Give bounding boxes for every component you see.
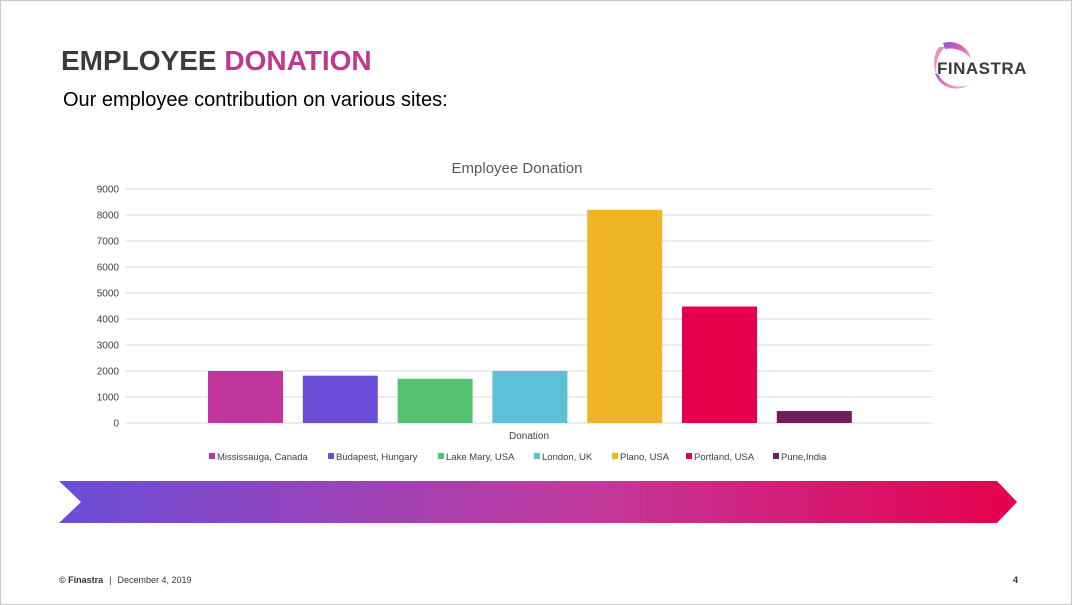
finastra-logo: FINASTRA	[925, 39, 1045, 95]
y-tick-label: 6000	[97, 263, 120, 274]
bar-london-uk	[492, 371, 568, 423]
bar-pune-india	[776, 411, 852, 423]
legend-item: Portland, USA	[686, 452, 755, 463]
donation-chart: Employee Donation 0 1000 2000 3000 4000 5000 6…	[97, 160, 933, 463]
logo-swoosh-icon	[934, 41, 971, 89]
bar-mississauga-canada	[208, 371, 283, 423]
legend-item: Pune,India	[773, 452, 827, 463]
bar-lake-mary-usa	[397, 378, 473, 423]
bar-portland-usa	[682, 306, 757, 423]
legend-label: Plano, USA	[620, 452, 670, 463]
legend-swatch	[328, 453, 334, 459]
legend-swatch	[612, 453, 618, 459]
legend-label: Budapest, Hungary	[336, 452, 418, 463]
slide-subtitle: Our employee contribution on various sit…	[63, 89, 448, 111]
chart-legend: Mississauga, Canada Budapest, Hungary Lake…	[209, 452, 827, 463]
y-tick-label: 1000	[97, 393, 120, 404]
legend-item: London, UK	[534, 452, 593, 463]
title-part-1: EMPLOYEE	[61, 45, 217, 76]
legend-item: Lake Mary, USA	[438, 452, 515, 463]
legend-label: London, UK	[542, 452, 593, 463]
legend-item: Budapest, Hungary	[328, 452, 418, 463]
footer-copyright: © Finastra	[59, 575, 104, 585]
y-tick-label: 0	[113, 419, 119, 430]
bar-plano-usa	[587, 209, 663, 423]
y-tick-label: 9000	[97, 185, 120, 196]
y-tick-label: 2000	[97, 367, 120, 378]
legend-swatch	[686, 453, 692, 459]
bar-budapest-hungary	[302, 375, 378, 423]
legend-swatch	[534, 453, 540, 459]
chart-bars	[208, 209, 852, 423]
legend-swatch	[773, 453, 779, 459]
gradient-arrow-banner	[59, 481, 1017, 523]
legend-label: Mississauga, Canada	[217, 452, 309, 463]
y-tick-label: 5000	[97, 289, 120, 300]
legend-item: Plano, USA	[612, 452, 670, 463]
y-tick-label: 7000	[97, 237, 120, 248]
legend-swatch	[438, 453, 444, 459]
title-part-2: DONATION	[224, 45, 372, 76]
legend-label: Pune,India	[781, 452, 827, 463]
y-tick-label: 3000	[97, 341, 120, 352]
chart-title: Employee Donation	[452, 160, 583, 177]
slide-footer: © Finastra | December 4, 2019	[59, 575, 192, 585]
footer-separator: |	[109, 575, 112, 585]
slide-title: EMPLOYEE DONATION	[61, 45, 372, 77]
legend-item: Mississauga, Canada	[209, 452, 309, 463]
y-tick-label: 8000	[97, 211, 120, 222]
chart-x-category-label: Donation	[509, 431, 549, 442]
legend-swatch	[209, 453, 215, 459]
legend-label: Portland, USA	[694, 452, 755, 463]
logo-text: FINASTRA	[937, 59, 1027, 78]
chart-y-axis: 0 1000 2000 3000 4000 5000 6000 7000 8000 9000	[97, 185, 120, 430]
page-number: 4	[1013, 575, 1019, 585]
legend-label: Lake Mary, USA	[446, 452, 515, 463]
footer-date: December 4, 2019	[117, 575, 192, 585]
y-tick-label: 4000	[97, 315, 120, 326]
